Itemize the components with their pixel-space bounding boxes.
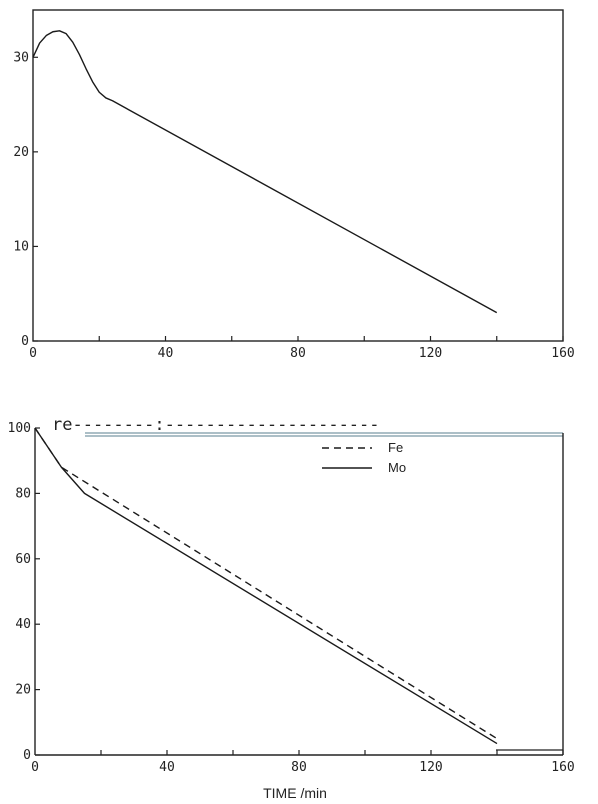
chart-top: 0 40 80 120 160 0 10 20 30 <box>13 9 575 361</box>
chart-bottom-x-tick-label: 80 <box>291 760 307 775</box>
chart-bottom-x-axis: 0 40 80 120 160 <box>31 750 575 775</box>
chart-top-y-tick-label: 30 <box>13 50 29 65</box>
chart-top-frame <box>32 9 564 342</box>
chart-top-y-axis: 0 10 20 30 <box>13 50 38 349</box>
legend-label-fe: Fe <box>388 440 403 455</box>
chart-bottom-legend: Fe Mo <box>322 440 406 475</box>
chart-bottom-y-tick-label: 20 <box>15 683 31 698</box>
chart-top-x-axis: 0 40 80 120 160 <box>29 336 575 361</box>
chart-top-y-tick-label: 20 <box>13 145 29 160</box>
chart-bottom-plot <box>34 427 498 745</box>
chart-top-x-tick-label: 80 <box>290 346 306 361</box>
chart-top-x-tick-label: 160 <box>551 346 574 361</box>
chart-bottom-x-tick-label: 160 <box>551 760 574 775</box>
chart-bottom-x-tick-label: 0 <box>31 760 39 775</box>
chart-top-series-1-line <box>32 30 498 314</box>
chart-top-y-tick-label: 0 <box>21 334 29 349</box>
legend-label-mo: Mo <box>388 460 406 475</box>
chart-bottom-x-tick-label: 120 <box>419 760 442 775</box>
chart-top-y-tick-label: 10 <box>13 239 29 254</box>
chart-top-x-tick-label: 120 <box>419 346 442 361</box>
chart-bottom-y-axis: 0 20 40 60 80 100 <box>8 421 40 763</box>
chart-bottom-top-note: re--------:--------------------- <box>52 415 380 435</box>
chart-bottom-series-fe-line <box>34 427 498 740</box>
chart-bottom-y-tick-label: 0 <box>23 748 31 763</box>
chart-bottom-series-mo-line <box>34 427 498 745</box>
chart-bottom-y-tick-label: 60 <box>15 552 31 567</box>
chart-bottom-y-tick-label: 40 <box>15 617 31 632</box>
chart-top-x-tick-label: 40 <box>158 346 174 361</box>
chart-bottom-x-axis-label: TIME /min <box>263 785 327 801</box>
chart-top-plot <box>32 30 498 314</box>
chart-bottom-x-tick-label: 40 <box>159 760 175 775</box>
chart-bottom: re--------:--------------------- 0 40 80 12… <box>8 415 575 801</box>
chart-bottom-y-tick-label: 100 <box>8 421 31 436</box>
chart-bottom-y-tick-label: 80 <box>15 486 31 501</box>
chart-top-x-tick-label: 0 <box>29 346 37 361</box>
